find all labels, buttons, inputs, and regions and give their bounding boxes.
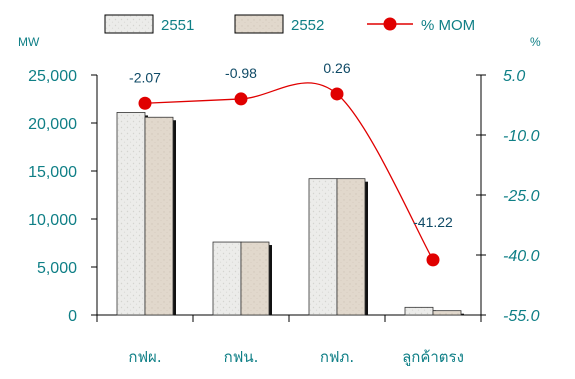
y-right-tick-label: -10.0	[503, 128, 540, 145]
bar-2551	[404, 306, 434, 316]
y-left-tick-label: 20,000	[28, 116, 77, 133]
mom-point	[138, 96, 152, 110]
mom-line	[138, 82, 440, 267]
y-left-unit: MW	[18, 35, 40, 49]
x-category-label: กฟภ.	[320, 348, 354, 366]
y-left-tick-label: 0	[68, 308, 77, 325]
mom-data-label: -0.98	[225, 65, 257, 81]
y-right-unit: %	[530, 35, 541, 49]
x-category-label: กฟผ.	[128, 348, 161, 366]
mom-line-path	[144, 82, 434, 261]
legend: 2551 2552 % MOM	[104, 14, 475, 34]
mom-point	[330, 87, 344, 101]
y-left-tick-label: 10,000	[28, 212, 77, 229]
bar-2552	[240, 241, 270, 316]
bar-2552	[144, 116, 174, 316]
y-right-tick-label: -25.0	[503, 188, 540, 205]
labels: -2.07 -0.98 0.26 -41.22	[129, 60, 453, 230]
legend-marker-mom	[383, 17, 397, 31]
mom-point	[426, 253, 440, 267]
legend-label-2551: 2551	[161, 17, 194, 34]
bar-2552	[336, 178, 366, 316]
y-left-tick-label: 25,000	[28, 68, 77, 85]
mom-data-label: 0.26	[323, 60, 350, 76]
mom-point	[234, 92, 248, 106]
bars	[116, 112, 464, 316]
bar-2551	[308, 178, 338, 316]
legend-swatch-2551	[104, 14, 154, 34]
axes: 0 5,000 10,000 15,000 20,000 25,000 5.0 -10.0 -2…	[28, 68, 540, 366]
bar-2552	[432, 310, 462, 316]
legend-swatch-2552	[234, 14, 284, 34]
x-category-label: ลูกค้าตรง	[402, 348, 464, 366]
bar-2551	[116, 112, 146, 316]
y-left-tick-label: 5,000	[37, 260, 77, 277]
x-category-label: กฟน.	[224, 348, 259, 366]
mom-data-label: -41.22	[413, 214, 453, 230]
y-right-tick-label: 5.0	[503, 68, 525, 85]
y-right-tick-label: -55.0	[503, 308, 540, 325]
legend-label-mom: % MOM	[421, 17, 475, 34]
bar-2551	[212, 241, 242, 316]
mom-data-label: -2.07	[129, 69, 161, 85]
legend-label-2552: 2552	[291, 17, 324, 34]
y-right-tick-label: -40.0	[503, 248, 540, 265]
y-left-tick-label: 15,000	[28, 164, 77, 181]
